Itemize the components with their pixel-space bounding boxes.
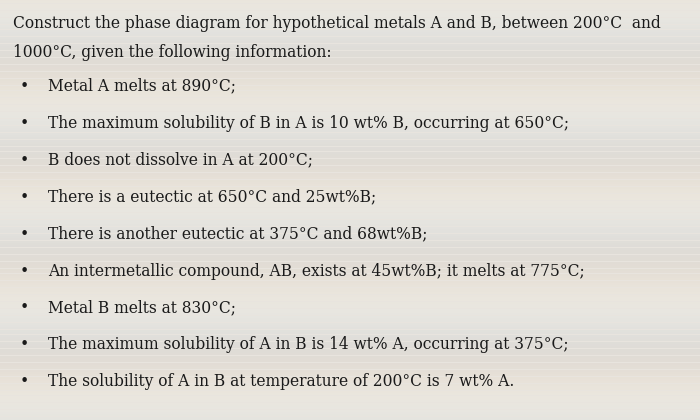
Text: Metal B melts at 830°C;: Metal B melts at 830°C;: [48, 299, 236, 316]
Text: •: •: [20, 373, 29, 390]
Text: •: •: [20, 262, 29, 279]
Text: •: •: [20, 152, 29, 168]
Text: The maximum solubility of B in A is 10 wt% B, occurring at 650°C;: The maximum solubility of B in A is 10 w…: [48, 115, 568, 131]
Text: •: •: [20, 299, 29, 316]
Text: •: •: [20, 336, 29, 353]
Text: Construct the phase diagram for hypothetical metals A and B, between 200°C  and: Construct the phase diagram for hypothet…: [13, 15, 660, 32]
Text: An intermetallic compound, AB, exists at 45wt%B; it melts at 775°C;: An intermetallic compound, AB, exists at…: [48, 262, 584, 279]
Text: •: •: [20, 226, 29, 242]
Text: B does not dissolve in A at 200°C;: B does not dissolve in A at 200°C;: [48, 152, 313, 168]
Text: There is another eutectic at 375°C and 68wt%B;: There is another eutectic at 375°C and 6…: [48, 226, 427, 242]
Text: The maximum solubility of A in B is 14 wt% A, occurring at 375°C;: The maximum solubility of A in B is 14 w…: [48, 336, 568, 353]
Text: There is a eutectic at 650°C and 25wt%B;: There is a eutectic at 650°C and 25wt%B;: [48, 189, 376, 205]
Text: Metal A melts at 890°C;: Metal A melts at 890°C;: [48, 78, 236, 94]
Text: •: •: [20, 78, 29, 94]
Text: •: •: [20, 115, 29, 131]
Text: •: •: [20, 189, 29, 205]
Text: The solubility of A in B at temperature of 200°C is 7 wt% A.: The solubility of A in B at temperature …: [48, 373, 514, 390]
Text: 1000°C, given the following information:: 1000°C, given the following information:: [13, 44, 331, 61]
